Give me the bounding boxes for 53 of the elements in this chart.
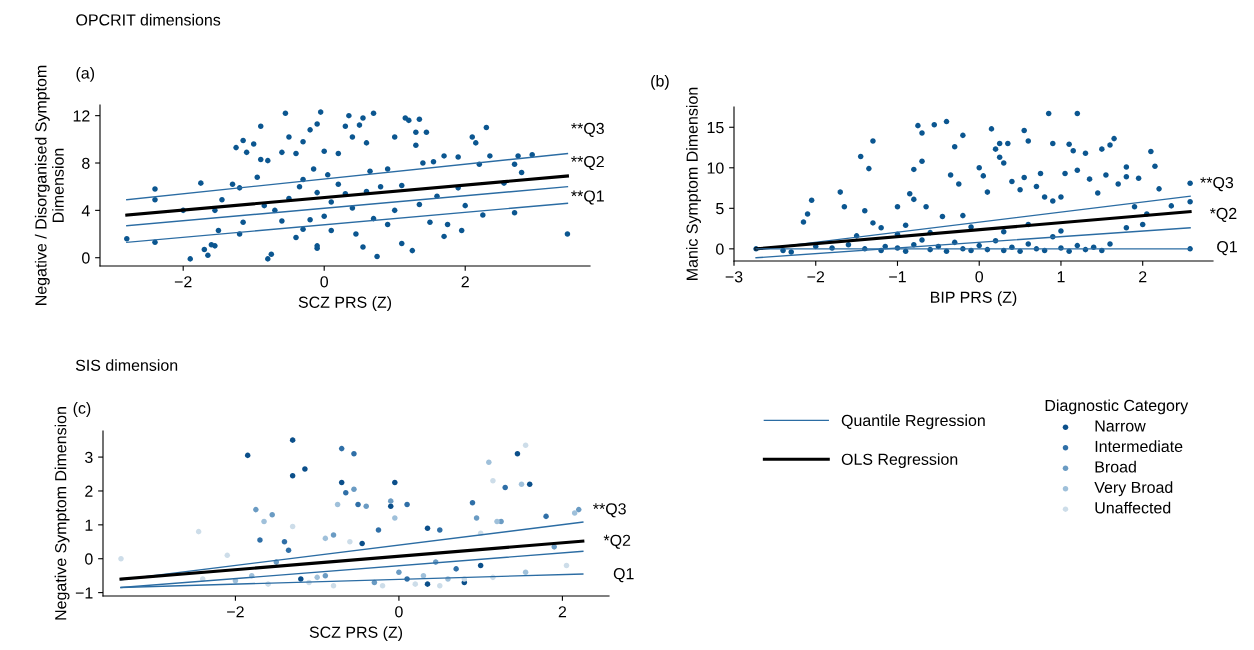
y-tick-label: 2 [85,485,93,497]
y-tick-label: 8 [82,157,90,169]
annotation: **Q3 [1200,176,1234,192]
y-axis-title: Negative Symptom Dimension [54,407,70,620]
x-axis-title: BIP PRS (Z) [931,291,1017,307]
y-tick-label: 0 [716,243,724,255]
y-tick-label: 3 [85,451,93,464]
y-axis-title: Manic Symptom Dimension [686,87,701,280]
x-tick-label: 1 [1057,271,1065,283]
y-tick-label: 15 [707,122,724,134]
x-axis-title: SCZ PRS (Z) [309,626,403,642]
x-tick-label: 0 [395,606,403,618]
chart-title: (b) [651,74,669,90]
annotation: **Q3 [593,503,626,518]
x-tick-label: 2 [1139,271,1147,283]
y-tick-label: 12 [73,110,90,122]
legend-label: Narrow [1095,420,1146,432]
y-tick-label: 5 [716,203,724,215]
y-axis-title: Negative / Disorganised Symptom Dimension [34,65,64,305]
annotation: *Q2 [1209,207,1237,222]
annotation: **Q2 [571,155,604,171]
x-tick-label: 2 [558,606,567,618]
chart-title: (c) [73,402,91,417]
legend-label: Broad [1095,460,1136,473]
legend-title: Diagnostic Category [1045,399,1189,415]
y-tick-label: 0 [82,252,90,264]
text: Q1 [1217,241,1237,256]
x-tick-label: 0 [975,271,984,283]
text: OPCRIT dimensions [76,13,221,26]
chart-title: (a) [76,66,95,82]
x-tick-label: −1 [889,271,906,283]
legend-label: Unaffected [1095,501,1171,514]
text: Q1 [613,568,634,583]
x-tick-label: −2 [227,606,244,618]
legend-label: OLS Regression [841,453,958,469]
text: SIS dimension [75,359,178,371]
x-tick-label: 2 [461,276,469,288]
y-tick-label: 10 [707,162,724,174]
x-tick-label: 0 [320,276,329,288]
annotation: *Q2 [603,534,631,549]
x-axis-title: SCZ PRS (Z) [298,296,392,312]
legend-label: Quantile Regression [841,414,985,430]
x-tick-label: −2 [174,276,192,288]
x-tick-label: −3 [725,271,743,283]
y-tick-label: 0 [85,553,93,565]
y-tick-label: −1 [75,587,93,599]
annotation: **Q3 [571,122,604,137]
y-tick-label: 1 [85,519,93,531]
x-tick-label: −2 [807,271,825,283]
legend-label: Intermediate [1095,440,1183,453]
annotation: **Q1 [571,190,604,205]
legend-label: Very Broad [1094,481,1173,497]
y-tick-label: 4 [81,205,90,217]
